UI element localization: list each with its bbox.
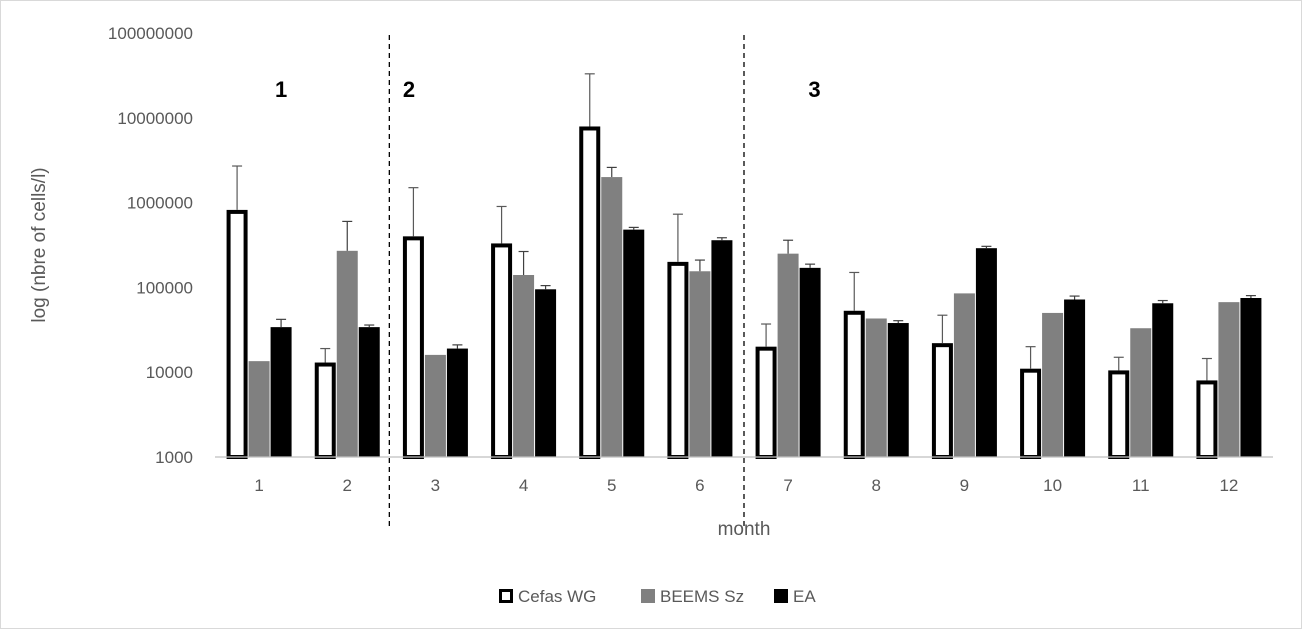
legend-swatch-cefas-wg — [499, 589, 513, 603]
y-axis-title: log (nbre of cells/l) — [29, 167, 50, 322]
x-tick-label: 6 — [695, 476, 704, 495]
bar-ea-2 — [358, 327, 380, 457]
x-tick-label: 5 — [607, 476, 616, 495]
x-tick-label: 4 — [519, 476, 528, 495]
bar-beems-sz-11 — [1130, 328, 1152, 457]
y-tick-label: 10000000 — [117, 109, 193, 128]
x-tick-label: 11 — [1132, 476, 1150, 495]
legend-label-cefas-wg: Cefas WG — [518, 587, 596, 606]
bar-beems-sz-5 — [601, 177, 623, 457]
x-tick-label: 7 — [783, 476, 792, 495]
bar-beems-sz-6 — [689, 271, 711, 457]
bar-beems-sz-3 — [424, 354, 446, 457]
legend-swatch-beems-sz — [641, 589, 655, 603]
period-labels: 1 2 3 — [275, 77, 821, 102]
bar-cefas-wg-12 — [1196, 380, 1218, 459]
period-label-1: 1 — [275, 77, 287, 102]
legend-label-beems-sz: BEEMS Sz — [660, 587, 744, 606]
y-tick-label: 1000000 — [127, 194, 193, 213]
bar-cefas-wg-8 — [843, 310, 865, 459]
legend: Cefas WG BEEMS Sz EA — [499, 587, 816, 606]
legend-label-ea: EA — [793, 587, 816, 606]
x-tick-label: 10 — [1043, 476, 1062, 495]
x-tick-labels: 1 2 3 4 5 6 7 8 9 10 11 12 — [254, 476, 1238, 495]
y-tick-label: 100000 — [136, 278, 193, 297]
bar-cefas-wg-2 — [314, 362, 336, 459]
bar-beems-sz-8 — [865, 318, 887, 457]
error-bars — [232, 73, 1256, 381]
y-tick-labels: 1000 10000 100000 1000000 10000000 100000000 — [108, 24, 193, 467]
y-tick-label: 1000 — [155, 448, 193, 467]
period-label-3: 3 — [808, 77, 820, 102]
period-dividers — [388, 35, 745, 529]
bar-ea-11 — [1152, 303, 1174, 457]
bar-beems-sz-12 — [1218, 302, 1240, 457]
bar-cefas-wg-9 — [931, 343, 953, 460]
bar-cefas-wg-5 — [579, 126, 601, 459]
bar-ea-6 — [711, 240, 733, 457]
bar-cefas-wg-10 — [1020, 368, 1042, 460]
bar-ea-7 — [799, 267, 821, 457]
bar-marks — [226, 126, 1262, 460]
bar-beems-sz-4 — [513, 275, 535, 457]
bar-ea-1 — [270, 327, 292, 457]
bar-beems-sz-2 — [336, 250, 358, 457]
y-tick-label: 100000000 — [108, 24, 193, 43]
x-tick-label: 8 — [872, 476, 881, 495]
legend-swatch-ea — [774, 589, 788, 603]
bar-beems-sz-9 — [953, 293, 975, 457]
bar-cefas-wg-1 — [226, 209, 248, 459]
x-tick-label: 2 — [343, 476, 352, 495]
x-tick-label: 9 — [960, 476, 969, 495]
period-label-2: 2 — [403, 77, 415, 102]
bar-cefas-wg-4 — [491, 243, 513, 459]
bar-cefas-wg-6 — [667, 261, 689, 459]
bar-ea-3 — [446, 348, 468, 457]
bar-cefas-wg-7 — [755, 346, 777, 460]
bar-ea-12 — [1240, 297, 1262, 457]
bar-ea-10 — [1064, 299, 1086, 457]
bar-beems-sz-10 — [1042, 312, 1064, 457]
bar-beems-sz-1 — [248, 361, 270, 457]
bar-ea-8 — [887, 323, 909, 457]
bar-ea-5 — [623, 229, 645, 457]
x-tick-label: 3 — [431, 476, 440, 495]
x-tick-label: 12 — [1219, 476, 1238, 495]
x-axis-title: month — [718, 519, 771, 540]
bar-ea-9 — [975, 248, 997, 457]
bar-ea-4 — [535, 289, 557, 457]
bar-cefas-wg-11 — [1108, 370, 1130, 459]
x-tick-label: 1 — [254, 476, 263, 495]
y-tick-label: 10000 — [146, 363, 193, 382]
bar-cefas-wg-3 — [402, 236, 424, 459]
bar-beems-sz-7 — [777, 253, 799, 457]
